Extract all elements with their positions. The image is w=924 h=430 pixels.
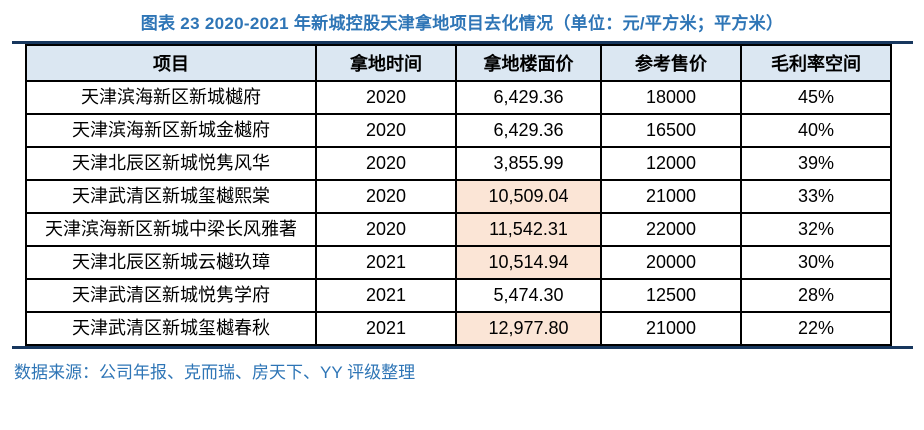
year-cell: 2021	[315, 278, 457, 313]
year-cell: 2020	[315, 113, 457, 148]
margin-cell: 32%	[740, 212, 892, 247]
project-cell: 天津滨海新区新城樾府	[25, 80, 317, 115]
table-row: 天津武清区新城悦隽学府 2021 5,474.30 12500 28%	[25, 278, 892, 313]
project-cell: 天津武清区新城玺樾熙棠	[25, 179, 317, 214]
margin-cell: 45%	[740, 80, 892, 115]
floor-price-cell: 6,429.36	[455, 80, 602, 115]
margin-cell: 22%	[740, 311, 892, 346]
floor-price-cell: 3,855.99	[455, 146, 602, 181]
year-cell: 2021	[315, 245, 457, 280]
table-row: 天津滨海新区新城中梁长风雅著 2020 11,542.31 22000 32%	[25, 212, 892, 247]
floor-price-cell: 10,509.04	[455, 179, 602, 214]
table-row: 天津滨海新区新城金樾府 2020 6,429.36 16500 40%	[25, 113, 892, 148]
ref-price-cell: 20000	[600, 245, 742, 280]
col-header-margin: 毛利率空间	[740, 44, 892, 82]
year-cell: 2020	[315, 146, 457, 181]
bottom-rule	[12, 346, 913, 349]
table-row: 天津武清区新城玺樾春秋 2021 12,977.80 21000 22%	[25, 311, 892, 346]
floor-price-cell: 11,542.31	[455, 212, 602, 247]
year-cell: 2020	[315, 179, 457, 214]
ref-price-cell: 16500	[600, 113, 742, 148]
data-source-note: 数据来源：公司年报、克而瑞、房天下、YY 评级整理	[14, 363, 416, 382]
floor-price-cell: 5,474.30	[455, 278, 602, 313]
project-cell: 天津北辰区新城云樾玖璋	[25, 245, 317, 280]
ref-price-cell: 22000	[600, 212, 742, 247]
project-cell: 天津武清区新城悦隽学府	[25, 278, 317, 313]
project-cell: 天津滨海新区新城金樾府	[25, 113, 317, 148]
margin-cell: 28%	[740, 278, 892, 313]
floor-price-cell: 6,429.36	[455, 113, 602, 148]
ref-price-cell: 12500	[600, 278, 742, 313]
col-header-ref-price: 参考售价	[600, 44, 742, 82]
top-rule	[12, 41, 913, 44]
col-header-year: 拿地时间	[315, 44, 457, 82]
floor-price-cell: 10,514.94	[455, 245, 602, 280]
margin-cell: 30%	[740, 245, 892, 280]
margin-cell: 39%	[740, 146, 892, 181]
ref-price-cell: 18000	[600, 80, 742, 115]
project-cell: 天津武清区新城玺樾春秋	[25, 311, 317, 346]
col-header-floor-price: 拿地楼面价	[455, 44, 602, 82]
year-cell: 2020	[315, 212, 457, 247]
ref-price-cell: 21000	[600, 179, 742, 214]
table-row: 天津武清区新城玺樾熙棠 2020 10,509.04 21000 33%	[25, 179, 892, 214]
year-cell: 2021	[315, 311, 457, 346]
project-cell: 天津滨海新区新城中梁长风雅著	[25, 212, 317, 247]
margin-cell: 40%	[740, 113, 892, 148]
table-row: 天津北辰区新城悦隽风华 2020 3,855.99 12000 39%	[25, 146, 892, 181]
table-header: 项目 拿地时间 拿地楼面价 参考售价 毛利率空间	[25, 44, 892, 82]
header-row: 项目 拿地时间 拿地楼面价 参考售价 毛利率空间	[25, 44, 892, 82]
col-header-project: 项目	[25, 44, 317, 82]
ref-price-cell: 21000	[600, 311, 742, 346]
land-deals-table: 项目 拿地时间 拿地楼面价 参考售价 毛利率空间 天津滨海新区新城樾府 2020…	[25, 44, 892, 346]
year-cell: 2020	[315, 80, 457, 115]
ref-price-cell: 12000	[600, 146, 742, 181]
floor-price-cell: 12,977.80	[455, 311, 602, 346]
margin-cell: 33%	[740, 179, 892, 214]
table-row: 天津北辰区新城云樾玖璋 2021 10,514.94 20000 30%	[25, 245, 892, 280]
project-cell: 天津北辰区新城悦隽风华	[25, 146, 317, 181]
table-body: 天津滨海新区新城樾府 2020 6,429.36 18000 45% 天津滨海新…	[25, 80, 892, 346]
table-row: 天津滨海新区新城樾府 2020 6,429.36 18000 45%	[25, 80, 892, 115]
figure-title: 图表 23 2020-2021 年新城控股天津拿地项目去化情况（单位：元/平方米…	[140, 14, 784, 33]
